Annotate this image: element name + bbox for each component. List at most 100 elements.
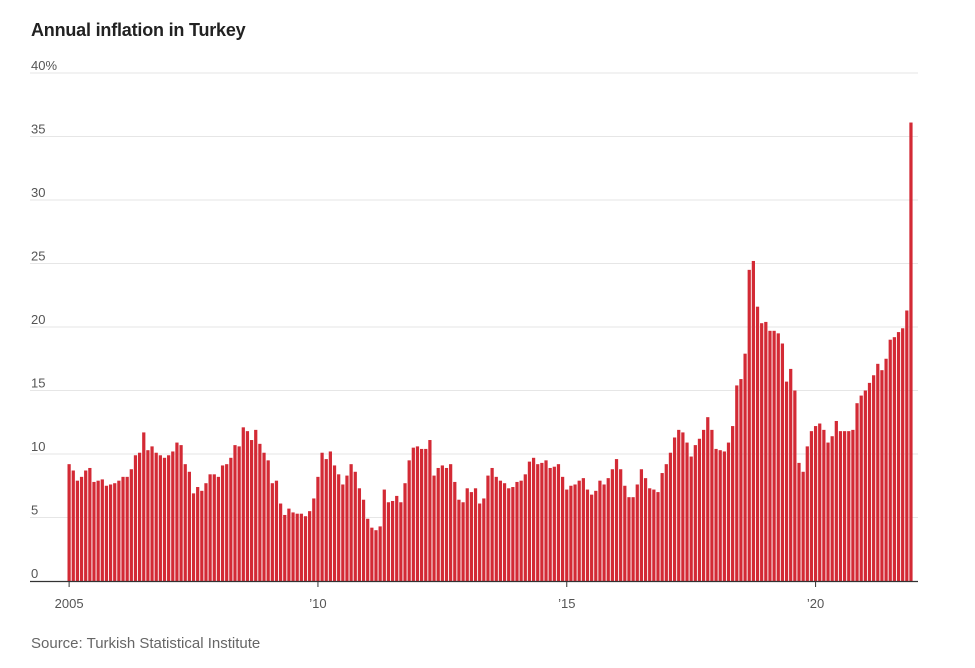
bar	[838, 431, 843, 581]
bar	[150, 446, 154, 581]
bar	[191, 493, 196, 581]
bar-series	[67, 122, 913, 581]
bar	[776, 333, 780, 581]
bar	[220, 465, 225, 581]
bar	[706, 417, 710, 581]
bar	[623, 485, 627, 581]
bar	[399, 502, 403, 581]
bar	[113, 483, 117, 581]
bar	[681, 432, 685, 581]
bar	[345, 475, 349, 581]
x-tick-label: ’10	[309, 596, 326, 611]
bar	[349, 464, 353, 581]
bar	[133, 455, 138, 581]
bar	[196, 487, 200, 581]
bar	[710, 429, 714, 581]
bar	[92, 481, 96, 581]
bar	[693, 445, 697, 581]
bar	[540, 462, 544, 581]
y-tick-label: 25	[31, 249, 45, 264]
bar	[502, 483, 507, 581]
bar	[308, 511, 312, 581]
bar	[784, 381, 789, 581]
bar	[378, 526, 382, 581]
bar	[834, 420, 838, 581]
bar	[523, 474, 527, 581]
bar	[668, 452, 673, 581]
bar	[527, 461, 532, 581]
y-tick-label: 35	[31, 122, 45, 137]
bar	[751, 260, 755, 581]
bar	[79, 476, 84, 581]
bar	[175, 442, 179, 581]
bar	[805, 446, 809, 581]
bar	[635, 484, 639, 581]
bar	[320, 452, 324, 581]
bar	[216, 476, 221, 581]
bar	[324, 459, 328, 581]
bar	[610, 469, 614, 581]
bar	[722, 451, 726, 581]
bar	[84, 470, 88, 581]
bar	[702, 429, 706, 581]
bar	[789, 368, 793, 581]
y-axis-labels: 0 5 10 15 20 25 30 35 40%	[31, 58, 57, 581]
bar	[171, 451, 175, 581]
bar	[490, 467, 494, 581]
bar	[494, 476, 498, 581]
bar	[117, 480, 121, 581]
bar	[316, 476, 320, 581]
bar	[905, 310, 909, 581]
bar	[473, 488, 478, 581]
bar	[627, 497, 631, 581]
bar	[556, 464, 561, 581]
bar	[652, 489, 656, 581]
bar	[876, 363, 880, 581]
bar	[88, 467, 92, 581]
bar	[179, 445, 183, 581]
bar	[390, 500, 395, 581]
bar	[818, 423, 822, 581]
bar	[896, 332, 901, 581]
bar	[855, 403, 859, 581]
bar	[108, 484, 113, 581]
bar	[764, 321, 768, 581]
bar	[100, 479, 104, 581]
y-tick-label: 20	[31, 312, 45, 327]
bar	[780, 343, 785, 581]
bar	[689, 456, 693, 581]
bar	[440, 465, 444, 581]
bar	[208, 474, 212, 581]
bar	[249, 440, 254, 581]
bar	[212, 474, 216, 581]
bar	[718, 450, 722, 581]
bar	[353, 471, 357, 581]
bar	[204, 483, 208, 581]
bar	[187, 471, 191, 581]
bar	[469, 492, 473, 581]
bar	[486, 475, 490, 581]
bar	[585, 489, 590, 581]
gridlines	[30, 72, 918, 518]
bar	[594, 490, 598, 581]
bar	[361, 499, 366, 581]
bar	[158, 455, 162, 581]
bar	[619, 469, 623, 581]
bar	[245, 431, 250, 581]
bar	[200, 490, 204, 581]
bar	[262, 452, 266, 581]
bar	[519, 480, 523, 581]
bar	[332, 465, 337, 581]
x-axis-labels: 2005 ’10 ’15 ’20	[55, 596, 825, 611]
bar	[573, 484, 577, 581]
bar	[386, 502, 391, 581]
bar	[801, 471, 805, 581]
y-tick-label: 15	[31, 376, 45, 391]
bar	[420, 448, 424, 581]
bar	[403, 483, 407, 581]
bar	[453, 481, 457, 581]
bar	[552, 466, 556, 581]
bar	[287, 508, 291, 581]
bar	[660, 473, 664, 581]
